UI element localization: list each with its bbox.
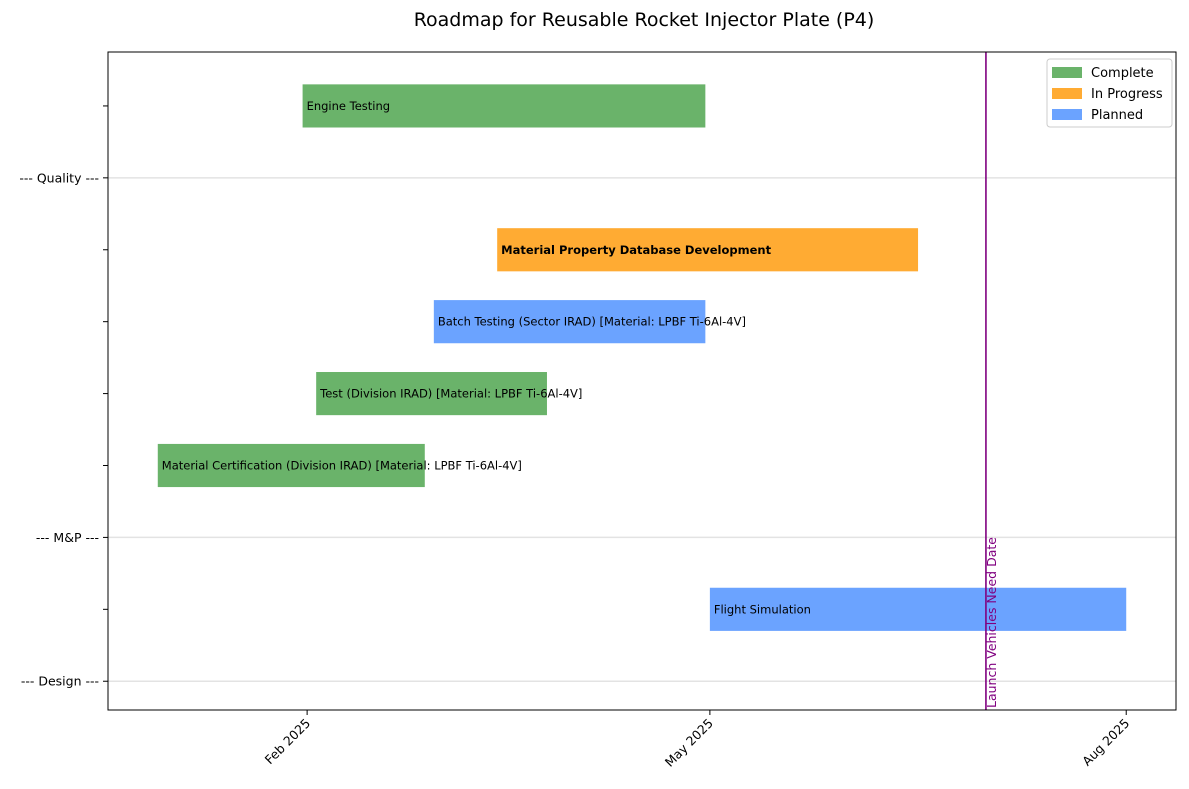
legend: Complete In Progress Planned bbox=[1046, 58, 1173, 128]
task-bar bbox=[302, 84, 706, 128]
task-bar bbox=[433, 300, 706, 344]
legend-label: Complete bbox=[1091, 66, 1154, 81]
task-label: Engine Testing bbox=[307, 99, 391, 113]
y-section-label: --- Quality --- bbox=[19, 170, 99, 185]
plot-frame bbox=[107, 51, 1177, 711]
milestones: Launch Vehicles Need Date bbox=[984, 52, 999, 710]
milestone-label: Launch Vehicles Need Date bbox=[984, 537, 999, 708]
task-bar bbox=[497, 228, 919, 272]
y-section-label: --- M&P --- bbox=[36, 530, 99, 545]
legend-swatch bbox=[1052, 109, 1082, 120]
legend-label: Planned bbox=[1091, 108, 1143, 123]
task-label: Test (Division IRAD) [Material: LPBF Ti-… bbox=[319, 387, 582, 401]
task-bar bbox=[316, 372, 547, 416]
task-label: Flight Simulation bbox=[714, 602, 811, 616]
task-label: Batch Testing (Sector IRAD) [Material: L… bbox=[438, 315, 746, 329]
x-tick-label: May 2025 bbox=[662, 716, 716, 770]
legend-label: In Progress bbox=[1091, 87, 1163, 102]
y-section-label: --- Design --- bbox=[21, 674, 99, 689]
x-tick-label: Aug 2025 bbox=[1079, 716, 1132, 769]
task-bar bbox=[709, 587, 1127, 631]
task-bars: Engine Testing Material Property Database… bbox=[157, 84, 1127, 631]
task-bar bbox=[157, 443, 425, 488]
grid-lines bbox=[108, 177, 1176, 682]
legend-swatch bbox=[1052, 88, 1082, 99]
chart-title: Roadmap for Reusable Rocket Injector Pla… bbox=[414, 9, 875, 31]
axes: --- Quality --- --- M&P --- --- Design ---… bbox=[19, 105, 1132, 770]
task-label: Material Property Database Development bbox=[501, 243, 771, 257]
legend-swatch bbox=[1052, 67, 1082, 78]
x-tick-label: Feb 2025 bbox=[262, 716, 314, 768]
task-label: Material Certification (Division IRAD) [… bbox=[162, 458, 522, 472]
